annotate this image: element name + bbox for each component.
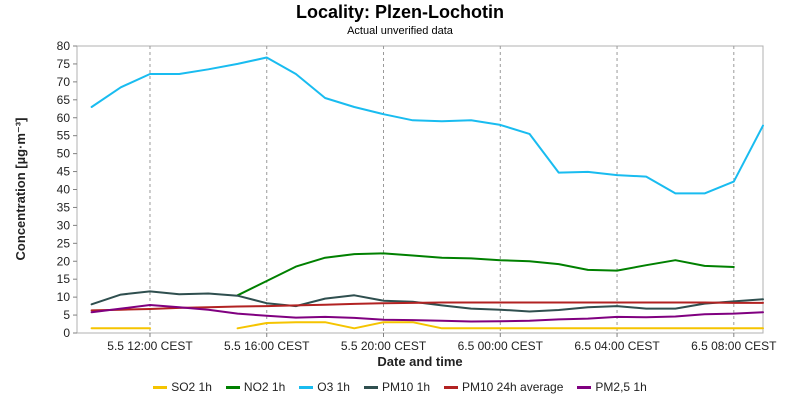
y-tick-label: 5 [63, 308, 70, 322]
legend-swatch [363, 385, 378, 389]
legend-swatch [153, 385, 168, 389]
x-axis-title: Date and time [377, 354, 462, 369]
x-tick-label: 6.5 00:00 CEST [458, 339, 544, 353]
legend-swatch [225, 385, 240, 389]
legend-label: SO2 1h [171, 380, 212, 394]
legend-item: NO2 1h [225, 380, 286, 394]
x-tick-label: 6.5 04:00 CEST [574, 339, 660, 353]
y-tick-label: 20 [57, 254, 71, 268]
legend-item: SO2 1h [153, 380, 212, 394]
legend-label: PM10 1h [381, 380, 430, 394]
legend-swatch [444, 385, 458, 389]
y-tick-label: 60 [57, 111, 71, 125]
x-tick-label: 5.5 20:00 CEST [341, 339, 427, 353]
y-tick-label: 80 [57, 39, 71, 53]
legend-item: PM10 24h average [444, 380, 563, 394]
y-tick-label: 65 [57, 93, 71, 107]
x-tick-label: 6.5 08:00 CEST [691, 339, 777, 353]
legend-item: O3 1h [299, 380, 350, 394]
y-axis: 0 5 10 15 20 25 30 35 40 45 50 55 60 65 70 75 80 [57, 39, 77, 340]
y-tick-label: 55 [57, 129, 71, 143]
legend-label: NO2 1h [243, 380, 286, 394]
series-line-pm2-5-1h [90, 304, 764, 323]
series-line-o3-1h [90, 56, 764, 195]
series-line-no2-1h [236, 252, 735, 297]
x-axis: 5.5 12:00 CEST 5.5 16:00 CEST 5.5 20:00 CE… [107, 333, 777, 353]
y-tick-label: 10 [57, 290, 71, 304]
series-line-so2-1h [236, 321, 764, 330]
y-tick-label: 70 [57, 75, 71, 89]
y-tick-label: 15 [57, 272, 71, 286]
plot-area [76, 45, 764, 334]
chart-subtitle: Actual unverified data [347, 25, 453, 37]
series-layer [90, 56, 764, 330]
legend-item: PM10 1h [363, 380, 430, 394]
y-tick-label: 25 [57, 236, 71, 250]
x-tick-label: 5.5 12:00 CEST [107, 339, 193, 353]
x-tick-label: 5.5 16:00 CEST [224, 339, 310, 353]
y-tick-label: 0 [63, 326, 70, 340]
legend-item: PM2,5 1h [577, 380, 647, 394]
legend-label: PM10 24h average [462, 380, 564, 394]
legend-label: PM2,5 1h [595, 380, 647, 394]
y-axis-title: Concentration [µg·m⁻³] [13, 118, 28, 261]
y-tick-label: 45 [57, 165, 71, 179]
y-tick-label: 30 [57, 218, 71, 232]
y-tick-label: 40 [57, 183, 71, 197]
chart-title: Locality: Plzen-Lochotin [295, 2, 504, 22]
legend-swatch [577, 385, 592, 389]
legend-swatch [299, 385, 314, 389]
y-tick-label: 35 [57, 200, 71, 214]
y-tick-label: 50 [57, 147, 71, 161]
series-line-pm10-24h-average [90, 301, 764, 312]
legend: SO2 1h NO2 1h O3 1h PM10 1h PM10 24h average… [0, 380, 800, 394]
legend-label: O3 1h [317, 380, 350, 394]
y-tick-label: 75 [57, 57, 71, 71]
